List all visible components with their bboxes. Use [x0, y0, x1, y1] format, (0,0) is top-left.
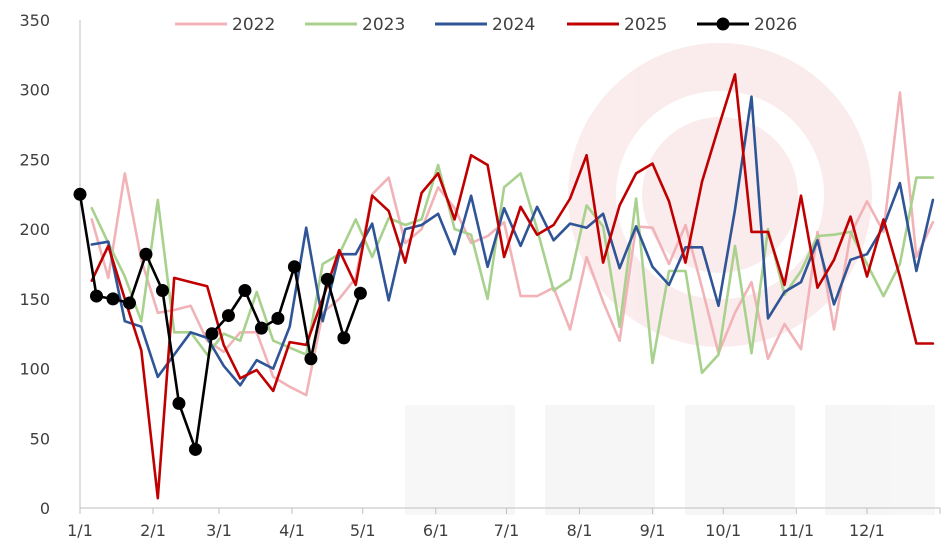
x-tick-label: 5/1: [350, 521, 376, 540]
y-tick-label: 200: [19, 220, 50, 239]
series-point-2026: [353, 286, 367, 300]
series-layer: [73, 73, 935, 500]
series-point-2026: [172, 396, 186, 410]
series-point-2026: [254, 321, 268, 335]
series-line-2023: [90, 163, 935, 375]
series-line-2026: [78, 193, 362, 451]
series-point-2026: [122, 296, 136, 310]
x-tick-label: 3/1: [206, 521, 232, 540]
x-tick-label: 1/1: [67, 521, 93, 540]
x-tick-label: 6/1: [423, 521, 449, 540]
legend-label-2022: 2022: [232, 15, 275, 35]
series-point-2026: [271, 311, 285, 325]
series-point-2026: [320, 272, 334, 286]
x-tick-label: 8/1: [567, 521, 593, 540]
legend-label-2025: 2025: [624, 15, 667, 35]
series-point-2026: [287, 260, 301, 274]
series-line-2022: [90, 91, 935, 397]
series-point-2026: [155, 283, 169, 297]
legend: 2022 2023 2024 2025 2026: [175, 15, 797, 35]
y-tick-label: 150: [19, 290, 50, 309]
watermark-logo: [405, 43, 935, 515]
x-tick-label: 10/1: [705, 521, 741, 540]
series-point-2026: [238, 283, 252, 297]
y-tick-label: 100: [19, 360, 50, 379]
x-tick-label: 12/1: [849, 521, 885, 540]
series-line-2024: [90, 95, 935, 387]
series-point-2026: [139, 247, 153, 261]
legend-label-2024: 2024: [492, 15, 535, 35]
x-tick-label: 11/1: [778, 521, 814, 540]
axes: 0 50 100 150 200 250 300 350 1/1 2/1 3/1 4/1 5/1 6/1 7…: [19, 11, 941, 540]
series-point-2026: [188, 442, 202, 456]
series-point-2026: [337, 331, 351, 345]
series-point-2026: [205, 327, 219, 341]
y-tick-label: 0: [40, 499, 50, 518]
x-tick-label: 2/1: [140, 521, 166, 540]
x-tick-label: 7/1: [494, 521, 520, 540]
series-point-2026: [89, 289, 103, 303]
legend-label-2023: 2023: [362, 15, 405, 35]
x-tick-label: 4/1: [279, 521, 305, 540]
series-point-2026: [304, 352, 318, 366]
legend-marker-2026: [716, 17, 730, 31]
series-point-2026: [106, 292, 120, 306]
y-tick-label: 250: [19, 150, 50, 169]
series-line-2025: [90, 73, 935, 500]
y-tick-label: 50: [30, 429, 50, 448]
y-tick-label: 350: [19, 11, 50, 30]
x-tick-label: 9/1: [640, 521, 666, 540]
y-tick-label: 300: [19, 81, 50, 100]
series-point-2026: [221, 309, 235, 323]
legend-label-2026: 2026: [754, 15, 797, 35]
series-point-2026: [73, 187, 87, 201]
